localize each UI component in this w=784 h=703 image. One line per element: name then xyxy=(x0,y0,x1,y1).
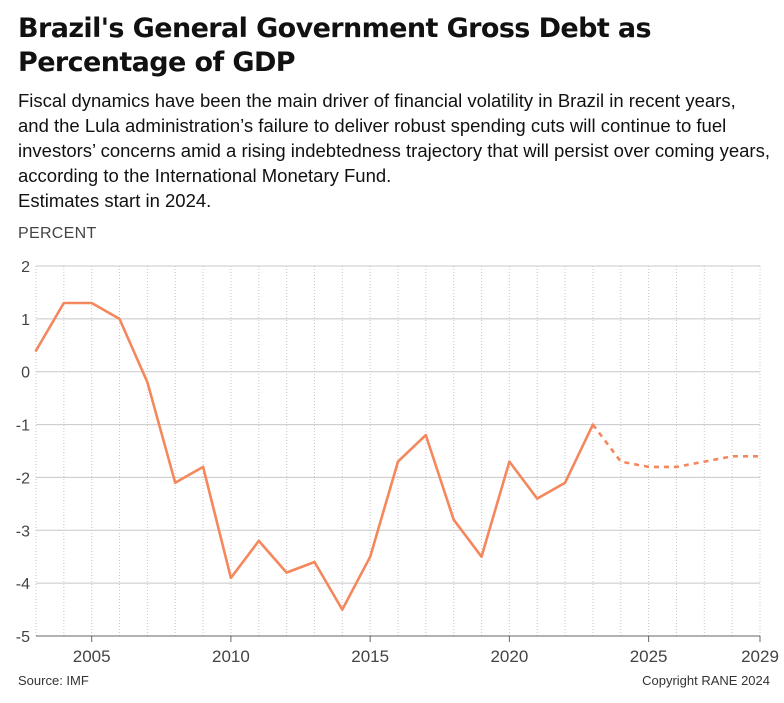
line-chart: 2 1 0 -1 -2 -3 -4 -5 2005 2010 2015 2020 2025 2029 xyxy=(16,259,779,666)
data-point xyxy=(145,380,149,384)
data-point xyxy=(535,497,539,501)
data-point xyxy=(34,349,38,353)
data-point xyxy=(424,433,428,437)
x-tick-label: 2015 xyxy=(351,647,389,666)
y-tick-label: 1 xyxy=(21,312,30,329)
y-tick-label: 0 xyxy=(21,365,30,382)
y-tick-label: -2 xyxy=(16,470,30,487)
y-tick-label: -5 xyxy=(16,629,30,646)
data-point xyxy=(647,465,651,469)
y-tick-label: -4 xyxy=(16,576,30,593)
data-point xyxy=(312,560,316,564)
x-tick-label: 2025 xyxy=(630,647,668,666)
data-point xyxy=(201,465,205,469)
data-point xyxy=(396,460,400,464)
data-point xyxy=(591,423,595,427)
data-point xyxy=(452,518,456,522)
data-point xyxy=(90,301,94,305)
series-line-estimate xyxy=(591,423,760,469)
source-note: Source: IMF xyxy=(18,673,89,688)
data-point xyxy=(173,481,177,485)
axes: 2 1 0 -1 -2 -3 -4 -5 2005 2010 2015 2020 2025 2029 xyxy=(16,259,779,666)
y-unit-label: PERCENT xyxy=(18,225,97,242)
data-point xyxy=(62,301,66,305)
data-point xyxy=(368,555,372,559)
y-tick-label: -3 xyxy=(16,523,30,540)
data-point xyxy=(507,460,511,464)
copyright-note: Copyright RANE 2024 xyxy=(642,673,770,688)
series xyxy=(34,301,762,612)
x-tick-label: 2020 xyxy=(490,647,528,666)
data-point xyxy=(285,571,289,575)
grid xyxy=(35,265,761,637)
data-point xyxy=(702,460,706,464)
data-point xyxy=(758,454,762,458)
estimate-note: Estimates start in 2024. xyxy=(18,190,212,211)
data-point xyxy=(563,481,567,485)
data-point xyxy=(480,555,484,559)
data-point xyxy=(340,608,344,612)
x-tick-label: 2010 xyxy=(212,647,250,666)
data-point xyxy=(257,539,261,543)
data-point xyxy=(118,317,122,321)
series-line-actual xyxy=(34,301,595,611)
y-tick-label: -1 xyxy=(16,418,30,435)
data-point xyxy=(229,576,233,580)
x-tick-label: 2029 xyxy=(741,647,779,666)
data-point xyxy=(619,460,623,464)
chart-title: Brazil's General Government Gross Debt a… xyxy=(18,13,652,78)
y-tick-label: 2 xyxy=(21,259,30,276)
chart-subtitle: Fiscal dynamics have been the main drive… xyxy=(18,90,770,186)
x-tick-label: 2005 xyxy=(73,647,111,666)
data-point xyxy=(730,454,734,458)
data-point xyxy=(674,465,678,469)
